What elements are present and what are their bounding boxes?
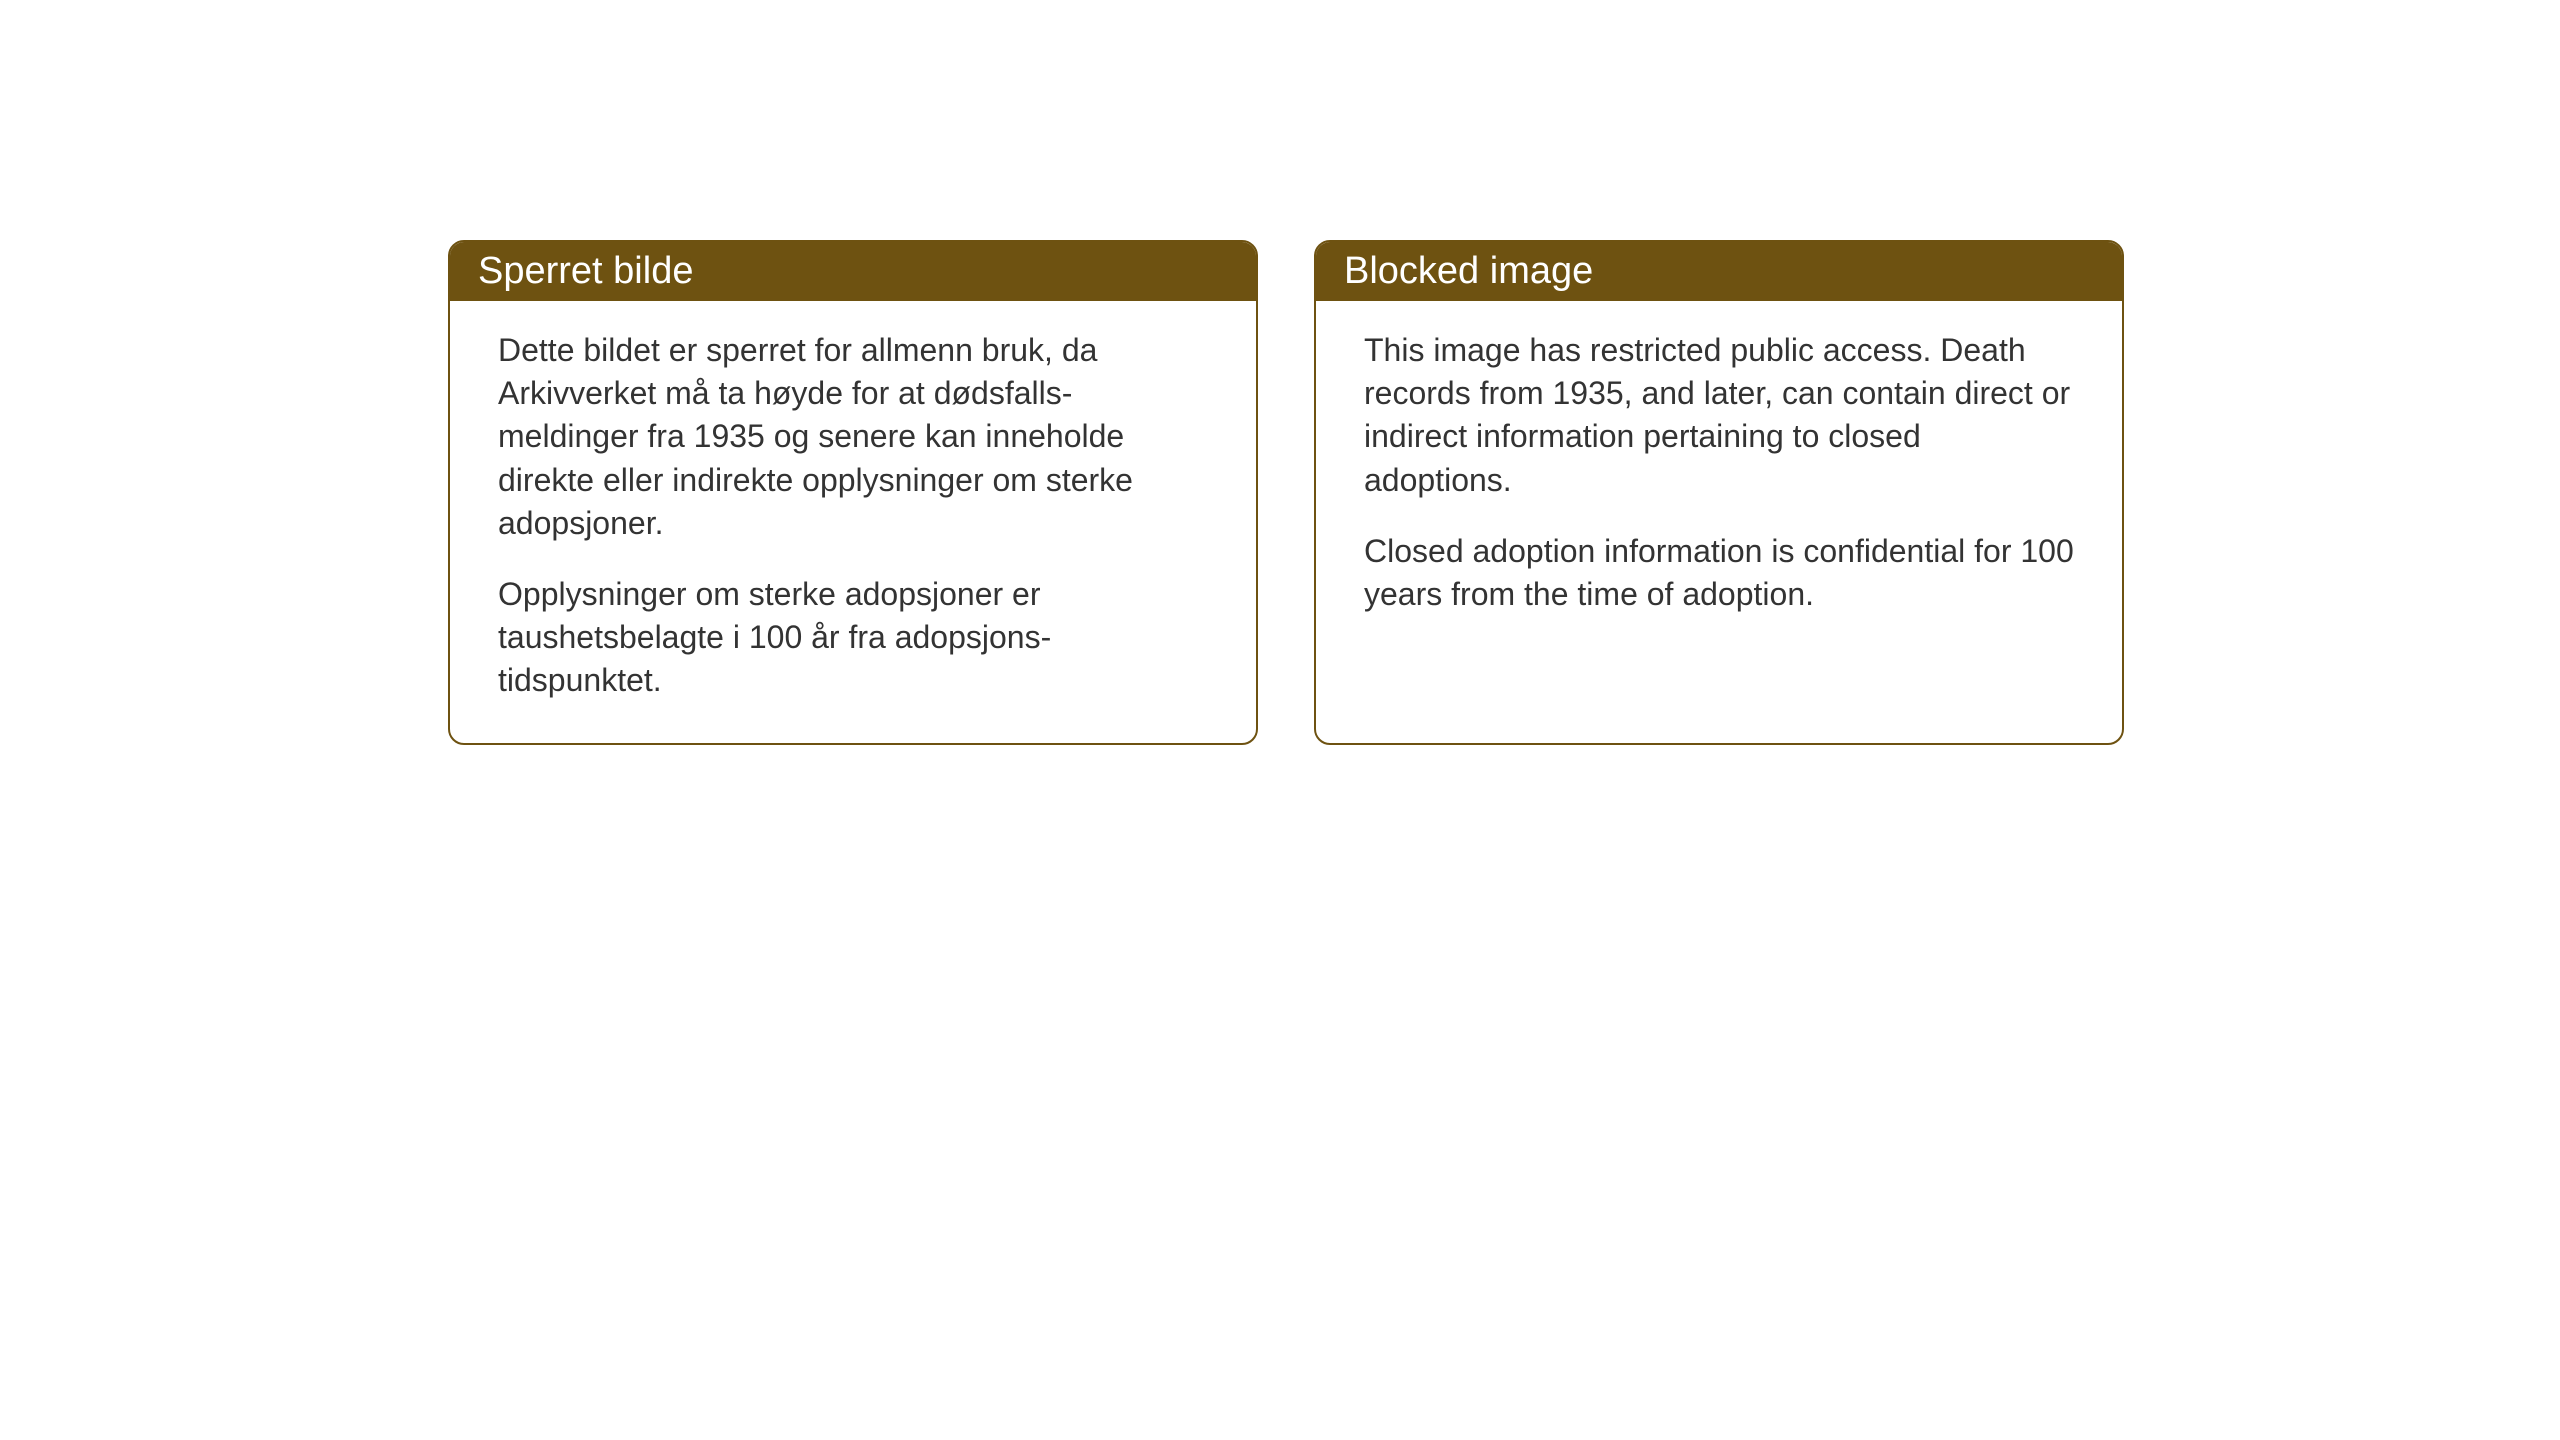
notice-paragraph: Closed adoption information is confident…	[1364, 530, 2074, 616]
notice-title-norwegian: Sperret bilde	[478, 250, 693, 292]
notice-header-english: Blocked image	[1316, 242, 2122, 301]
notice-body-norwegian: Dette bildet er sperret for allmenn bruk…	[450, 301, 1256, 743]
notice-body-english: This image has restricted public access.…	[1316, 301, 2122, 656]
notice-paragraph: This image has restricted public access.…	[1364, 329, 2074, 502]
notice-paragraph: Dette bildet er sperret for allmenn bruk…	[498, 329, 1208, 545]
notices-container: Sperret bilde Dette bildet er sperret fo…	[448, 240, 2124, 745]
notice-paragraph: Opplysninger om sterke adopsjoner er tau…	[498, 573, 1208, 703]
notice-box-english: Blocked image This image has restricted …	[1314, 240, 2124, 745]
notice-title-english: Blocked image	[1344, 250, 1593, 292]
notice-box-norwegian: Sperret bilde Dette bildet er sperret fo…	[448, 240, 1258, 745]
notice-header-norwegian: Sperret bilde	[450, 242, 1256, 301]
